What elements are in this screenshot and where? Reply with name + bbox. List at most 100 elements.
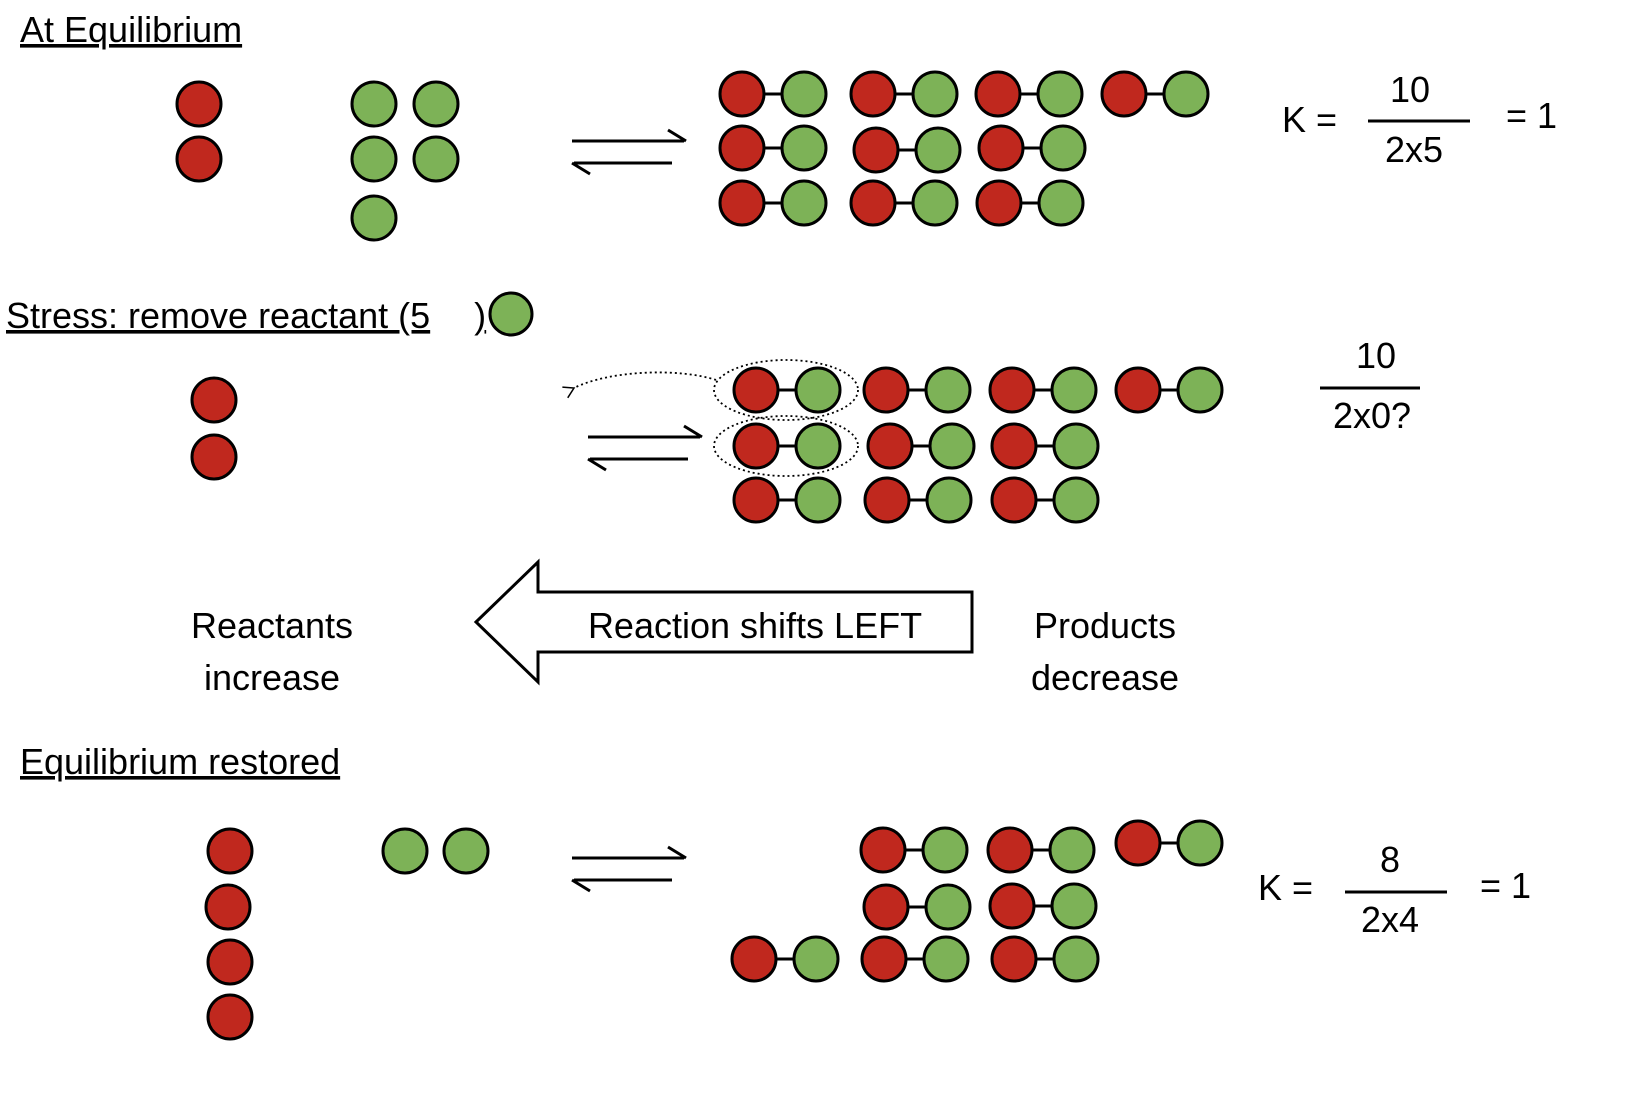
green-atom [1052, 935, 1100, 983]
products-label-line1: Products [1034, 605, 1176, 646]
red-atom [732, 366, 780, 414]
equilibrium-arrows [571, 128, 687, 176]
k-label: K = [1258, 867, 1313, 908]
red-reactant-atom [206, 938, 254, 986]
section-at-equilibrium: At Equilibrium K = 10 2x5 = 1 [20, 9, 1557, 242]
product-molecule [988, 882, 1098, 930]
reactant-molecules [190, 376, 238, 481]
green-atom [794, 366, 842, 414]
green-reactant-atom [350, 194, 398, 242]
product-molecule [1114, 366, 1224, 414]
red-atom [862, 366, 910, 414]
green-atom [922, 935, 970, 983]
red-atom [862, 883, 910, 931]
heading-at-equilibrium: At Equilibrium [20, 9, 242, 50]
green-atom [914, 126, 962, 174]
red-reactant-atom [204, 883, 252, 931]
red-atom [990, 422, 1038, 470]
green-atom [1037, 179, 1085, 227]
product-molecule [732, 422, 842, 470]
stress-fraction: 10 2x0? [1320, 335, 1420, 436]
product-molecules [718, 70, 1210, 227]
red-reactant-atom [206, 827, 254, 875]
red-atom [866, 422, 914, 470]
green-atom [794, 476, 842, 524]
k-numerator: 8 [1380, 839, 1400, 880]
product-molecule [866, 422, 976, 470]
red-atom [974, 70, 1022, 118]
reactants-label-line2: increase [204, 657, 340, 698]
red-reactant-atom [190, 433, 238, 481]
green-atom [924, 883, 972, 931]
product-molecule [990, 476, 1100, 524]
k-numerator: 10 [1390, 69, 1430, 110]
reactant-molecules [204, 827, 490, 1041]
product-molecules [730, 819, 1224, 983]
stress-numerator: 10 [1356, 335, 1396, 376]
red-reactant-atom [175, 80, 223, 128]
red-atom [849, 179, 897, 227]
product-molecule [849, 179, 959, 227]
green-atom [780, 179, 828, 227]
circled-product-ring [713, 359, 859, 421]
red-atom [849, 70, 897, 118]
red-atom [986, 826, 1034, 874]
k-label: K = [1282, 99, 1337, 140]
green-atom [1052, 422, 1100, 470]
product-molecule [863, 476, 973, 524]
product-molecule [732, 366, 842, 414]
green-atom [928, 422, 976, 470]
heading-stress: Stress: remove reactant (5) [6, 295, 486, 336]
green-atom [780, 124, 828, 172]
green-reactant-atom [412, 135, 460, 183]
green-reactant-atom [412, 80, 460, 128]
product-molecule [974, 70, 1084, 118]
red-atom [977, 124, 1025, 172]
product-molecule [1114, 819, 1224, 867]
red-atom [732, 422, 780, 470]
red-atom [990, 476, 1038, 524]
red-atom [975, 179, 1023, 227]
green-reactant-atom [350, 80, 398, 128]
heading-equilibrium-restored: Equilibrium restored [20, 741, 340, 782]
shift-indicator: Reactants increase Reaction shifts LEFT … [191, 558, 1179, 698]
product-molecules [732, 366, 1224, 524]
product-molecule [975, 179, 1085, 227]
products-label-line2: decrease [1031, 657, 1179, 698]
k-denominator: 2x5 [1385, 129, 1443, 170]
green-reactant-atom [350, 135, 398, 183]
dotted-return-arrow [562, 371, 717, 399]
red-reactant-atom [206, 993, 254, 1041]
product-molecule [977, 124, 1087, 172]
green-atom [1052, 476, 1100, 524]
green-atom [792, 935, 840, 983]
red-atom [730, 935, 778, 983]
stress-denominator: 2x0? [1333, 395, 1411, 436]
red-atom [988, 366, 1036, 414]
shift-arrow-label: Reaction shifts LEFT [588, 605, 922, 646]
section-equilibrium-restored: Equilibrium restored K = 8 2x4 = 1 [20, 741, 1531, 1041]
product-molecule [718, 124, 828, 172]
heading-stress-close: ) [474, 295, 486, 336]
green-atom [1176, 366, 1224, 414]
red-atom [852, 126, 900, 174]
product-molecule [990, 422, 1100, 470]
red-atom [1100, 70, 1148, 118]
green-reactant-icon [488, 291, 534, 337]
product-molecule [862, 883, 972, 931]
product-molecule [860, 935, 970, 983]
section-stress: Stress: remove reactant (5) 10 2x0? [6, 291, 1420, 524]
red-atom [863, 476, 911, 524]
equilibrium-arrows [587, 424, 703, 472]
k-denominator: 2x4 [1361, 899, 1419, 940]
equilibrium-arrows [571, 845, 687, 893]
product-molecule [852, 126, 962, 174]
product-molecule [986, 826, 1096, 874]
product-molecule [718, 70, 828, 118]
green-atom [1048, 826, 1096, 874]
product-molecule [849, 70, 959, 118]
green-atom [780, 70, 828, 118]
green-atom [1162, 70, 1210, 118]
